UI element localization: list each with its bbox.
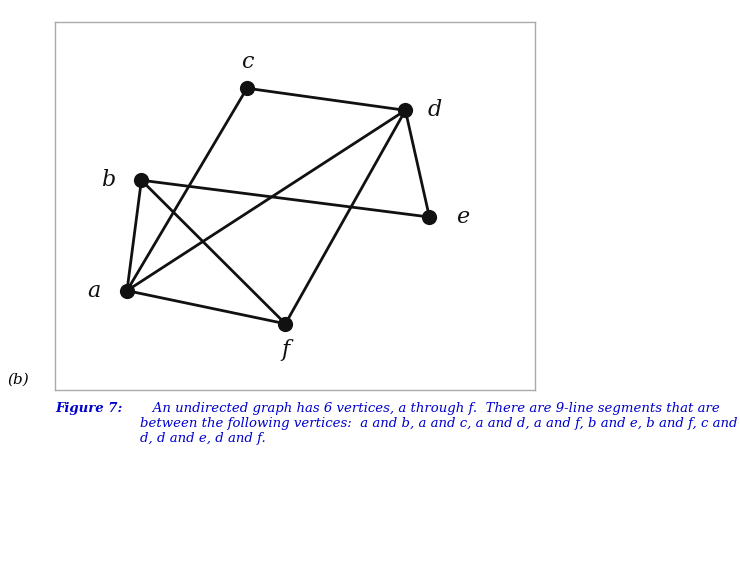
Point: [400, 106, 411, 115]
Point: [423, 213, 435, 222]
Text: e: e: [457, 206, 470, 228]
Point: [135, 176, 147, 185]
Text: c: c: [240, 51, 253, 74]
Text: d: d: [427, 99, 441, 122]
Text: b: b: [101, 169, 115, 191]
Text: (b): (b): [7, 373, 29, 387]
Text: Figure 7:: Figure 7:: [55, 401, 122, 415]
Text: a: a: [87, 279, 100, 302]
Point: [280, 319, 292, 328]
Point: [241, 84, 253, 93]
Text: f: f: [281, 339, 289, 361]
Point: [121, 286, 133, 295]
Text: An undirected graph has 6 vertices, a through f.  There are 9-line segments that: An undirected graph has 6 vertices, a th…: [140, 401, 738, 445]
